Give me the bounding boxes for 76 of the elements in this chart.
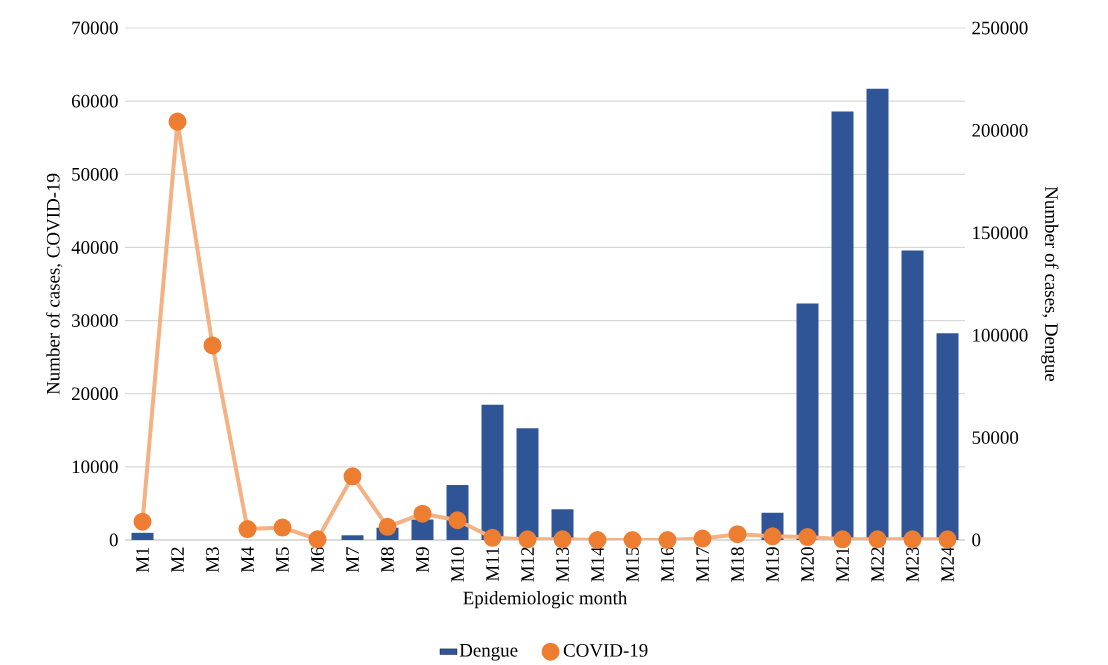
point (623, 531, 642, 549)
x-tick-label: M23 (906, 547, 919, 582)
y-tick-label: 30000 (72, 314, 118, 327)
bar (411, 519, 434, 540)
x-tick-label: M10 (451, 547, 464, 582)
y2-tick-label: 50000 (972, 431, 1019, 444)
y-tick-label: 10000 (72, 460, 118, 474)
bar (936, 333, 959, 540)
y2-tick-label: 0 (972, 533, 981, 547)
x-tick-label: M2 (171, 547, 184, 573)
legend-label: Dengue (459, 644, 518, 661)
x-tick-label: M20 (801, 547, 814, 582)
x-tick-label: M7 (346, 547, 359, 573)
point (378, 517, 397, 536)
point (588, 531, 607, 549)
y-tick-label: 20000 (72, 387, 118, 401)
x-tick-label: M1 (136, 547, 149, 573)
point (203, 336, 222, 355)
x-tick-label: M21 (836, 547, 849, 582)
y2-axis-title: Number of cases, Dengue (1041, 186, 1059, 382)
point (238, 520, 257, 539)
point (553, 530, 572, 549)
point (763, 527, 782, 546)
point (728, 525, 747, 544)
y-tick-label: 0 (109, 533, 118, 547)
y-axis-title: Number of cases, COVID-19 (46, 173, 63, 395)
x-tick-label: M17 (696, 547, 709, 582)
x-tick-label: M15 (626, 547, 639, 582)
y2-tick-label: 250000 (972, 21, 1028, 35)
bar (341, 535, 364, 540)
legend-label: COVID-19 (563, 644, 648, 657)
y2-tick-label: 150000 (973, 226, 1028, 240)
point (168, 112, 187, 131)
bar (831, 111, 854, 540)
point (658, 531, 677, 549)
x-tick-label: M24 (941, 546, 954, 582)
x-tick-label: M3 (206, 547, 219, 573)
bar (796, 303, 819, 540)
point (133, 512, 152, 531)
point (308, 530, 327, 549)
point (413, 504, 432, 523)
y-tick-label: 50000 (72, 167, 118, 181)
y2-tick-label: 200000 (972, 124, 1028, 137)
y-tick-label: 70000 (72, 21, 118, 35)
x-tick-label: M16 (661, 547, 674, 582)
x-axis-title: Epidemiologic month (463, 591, 628, 609)
y-tick-label: 40000 (71, 241, 118, 254)
y2-tick-label: 100000 (973, 328, 1028, 342)
x-tick-label: M4 (241, 546, 254, 573)
point (903, 530, 922, 549)
point (343, 467, 362, 486)
point (938, 530, 957, 549)
y-tick-label: 60000 (71, 94, 118, 108)
point (273, 518, 292, 537)
x-tick-label: M12 (521, 547, 534, 582)
x-tick-label: M19 (766, 547, 779, 582)
x-tick-label: M9 (416, 547, 429, 573)
bar (516, 428, 539, 540)
x-tick-label: M22 (871, 547, 884, 582)
x-tick-label: M18 (731, 547, 744, 582)
x-tick-label: M8 (381, 547, 394, 573)
x-tick-label: M6 (311, 547, 324, 573)
point (833, 530, 852, 549)
point (693, 529, 712, 548)
bar (481, 404, 504, 540)
bar (866, 88, 889, 540)
point (518, 530, 537, 549)
x-tick-label: M14 (591, 546, 604, 582)
point (798, 528, 817, 547)
point (483, 528, 502, 547)
point (868, 530, 887, 549)
bar (901, 250, 924, 540)
x-tick-label: M11 (486, 547, 499, 582)
x-tick-label: M13 (556, 547, 569, 582)
bar (131, 532, 154, 540)
x-tick-label: M5 (276, 547, 289, 573)
